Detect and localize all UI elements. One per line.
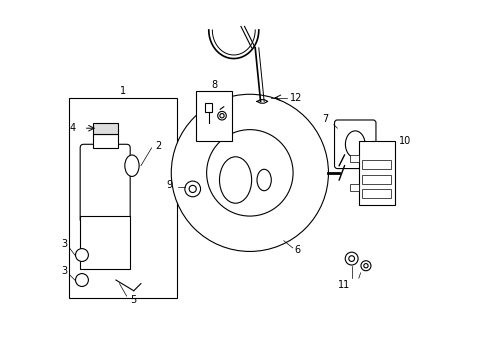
Text: 5: 5: [130, 295, 137, 305]
Circle shape: [171, 94, 328, 251]
Circle shape: [220, 113, 224, 118]
FancyBboxPatch shape: [334, 120, 375, 168]
Text: 3: 3: [61, 239, 67, 249]
Text: 7: 7: [321, 114, 327, 124]
Text: 2: 2: [155, 141, 162, 151]
Bar: [349, 155, 358, 162]
Text: 4: 4: [70, 123, 76, 133]
Text: 11: 11: [338, 280, 350, 291]
Circle shape: [75, 249, 88, 261]
Bar: [205, 103, 212, 112]
Text: 6: 6: [294, 245, 300, 255]
Circle shape: [360, 261, 370, 271]
Text: 1: 1: [120, 86, 126, 96]
Bar: [362, 160, 390, 169]
Circle shape: [189, 185, 196, 193]
FancyBboxPatch shape: [80, 144, 130, 223]
Circle shape: [345, 252, 357, 265]
Bar: [69, 98, 176, 298]
Bar: [80, 216, 130, 269]
Ellipse shape: [345, 131, 365, 158]
Circle shape: [206, 130, 292, 216]
Circle shape: [75, 274, 88, 287]
Bar: [362, 175, 390, 184]
Text: 10: 10: [398, 136, 410, 146]
Text: 12: 12: [289, 93, 302, 103]
Bar: [349, 184, 358, 191]
Bar: [93, 134, 118, 148]
Bar: [362, 189, 390, 198]
Text: 9: 9: [166, 180, 172, 190]
Bar: [196, 91, 231, 141]
Bar: [358, 141, 394, 205]
Circle shape: [348, 256, 354, 261]
Circle shape: [184, 181, 200, 197]
Ellipse shape: [257, 169, 271, 191]
Text: 8: 8: [211, 80, 217, 90]
Ellipse shape: [124, 155, 139, 176]
Circle shape: [217, 111, 226, 120]
Bar: [93, 123, 118, 134]
Text: 3: 3: [61, 266, 67, 276]
Ellipse shape: [219, 157, 251, 203]
Circle shape: [363, 264, 367, 268]
